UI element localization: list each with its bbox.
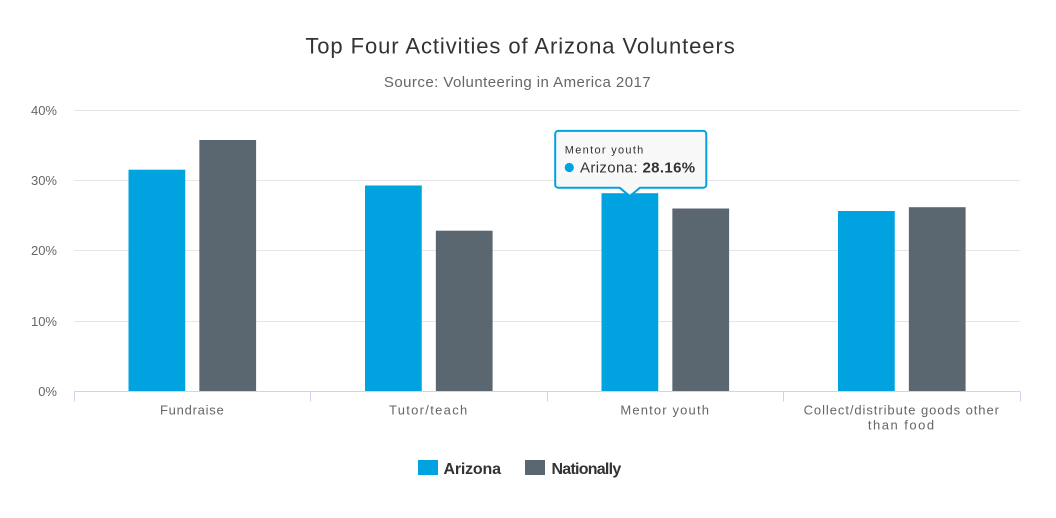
- svg-text:Tutor/teach: Tutor/teach: [389, 403, 469, 418]
- svg-text:0%: 0%: [38, 384, 57, 399]
- svg-text:Collect/distribute goods other: Collect/distribute goods other: [804, 403, 1000, 418]
- svg-text:20%: 20%: [31, 243, 57, 258]
- svg-text:Mentor youth: Mentor youth: [565, 145, 645, 157]
- svg-text:than food: than food: [868, 418, 936, 433]
- svg-text:Arizona: 28.16%: Arizona: 28.16%: [580, 160, 695, 177]
- svg-text:Fundraise: Fundraise: [160, 403, 225, 418]
- svg-text:10%: 10%: [31, 314, 57, 329]
- svg-text:Top Four Activities of Arizona: Top Four Activities of Arizona Volunteer…: [305, 34, 735, 59]
- svg-text:Source: Volunteering in Americ: Source: Volunteering in America 2017: [384, 74, 651, 91]
- svg-text:40%: 40%: [31, 103, 57, 118]
- svg-text:30%: 30%: [31, 173, 57, 188]
- svg-text:Mentor youth: Mentor youth: [620, 403, 710, 418]
- svg-text:Arizona: Arizona: [444, 461, 502, 478]
- svg-text:Nationally: Nationally: [552, 461, 622, 478]
